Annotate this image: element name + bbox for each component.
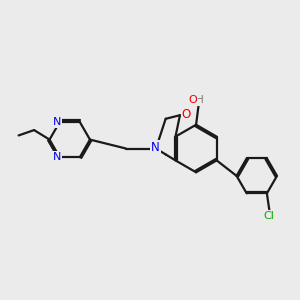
Text: Cl: Cl <box>264 211 275 221</box>
Text: N: N <box>52 117 61 127</box>
Text: N: N <box>52 152 61 162</box>
Text: O: O <box>182 108 191 121</box>
Text: H: H <box>196 95 204 105</box>
Text: N: N <box>151 141 160 154</box>
Text: O: O <box>189 95 197 105</box>
